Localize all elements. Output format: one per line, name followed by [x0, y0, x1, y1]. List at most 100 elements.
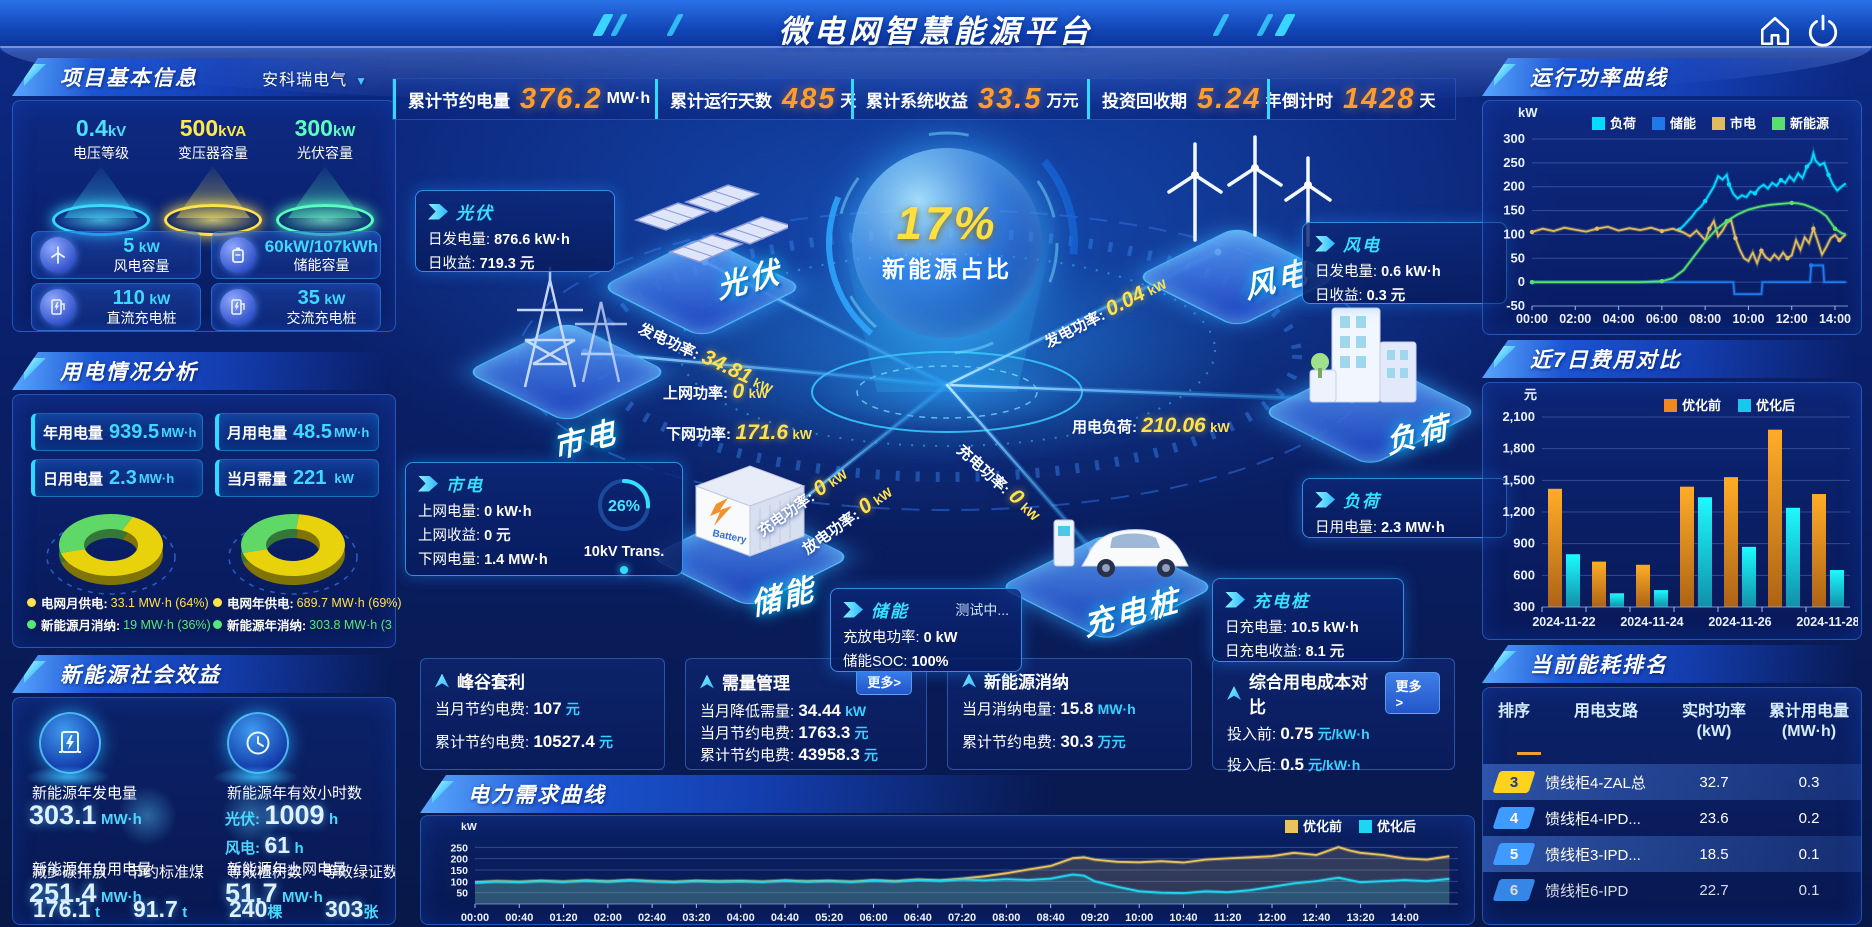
- demand-curve-chart[interactable]: 50 100 150 200 250 00:00 00:40 01:20 02:00 02:40 0…: [425, 816, 1470, 927]
- svg-text:05:20: 05:20: [815, 912, 843, 924]
- podium-ring: [164, 204, 262, 236]
- panel-usage-body: 年用电量 939.5 MW·h 月用电量 48.5 MW·h 日用电量 2.3 MW·…: [12, 394, 402, 648]
- panel-usage-header: 用电情况分析: [12, 352, 390, 390]
- svg-text:元: 元: [1524, 387, 1537, 402]
- panel-benefits-body: 新能源年发电量 303.1 MW·h 新能源年有效小时数 光伏: 1009 h …: [12, 697, 396, 925]
- panel-project-body: 0.4kV 电压等级 500kVA 变压器容量 300kW 光伏容量 5 kW …: [12, 100, 396, 332]
- svg-text:03:20: 03:20: [682, 912, 710, 924]
- panel-7day-cost-body: 300 600 900 1,200 1,500 1,800 2,100 元 2024-11-22…: [1482, 382, 1862, 640]
- cost-7day-chart[interactable]: 300 600 900 1,200 1,500 1,800 2,100 元 2024-11-22…: [1486, 385, 1859, 642]
- panel-run-power: 运行功率曲线 -50 0 50 100 150 200 250 300 00:00 02:00 04…: [1482, 58, 1862, 335]
- capacity-card-dc-charger: 110 kW 直流充电桩: [31, 283, 201, 331]
- panel-usage-analysis: 用电情况分析 年用电量 939.5 MW·h 月用电量 48.5 MW·h 日用电量…: [12, 352, 402, 648]
- svg-text:2024-11-26: 2024-11-26: [1708, 615, 1771, 629]
- svg-text:2,100: 2,100: [1502, 409, 1535, 424]
- chevron-right-icon: [843, 601, 863, 618]
- grid-info-card: 市电 上网电量: 0 kW·h 上网收益: 0 元 下网电量: 1.4 MW·h…: [405, 462, 683, 576]
- svg-text:2024-11-22: 2024-11-22: [1532, 615, 1595, 629]
- panel-new-energy-benefits: 新能源社会效益 新能源年发电量 303.1 MW·h 新能源年有效小时数 光伏:…: [12, 655, 396, 925]
- svg-text:14:00: 14:00: [1391, 912, 1419, 924]
- battery-icon: [220, 237, 256, 273]
- company-select[interactable]: 安科瑞电气 ▼: [262, 72, 368, 89]
- power-button[interactable]: [1806, 14, 1840, 48]
- generation-icon: [39, 712, 101, 774]
- chevron-down-icon: ▼: [355, 74, 368, 88]
- storage-info-card: 储能 测试中... 充放电功率: 0 kW 储能SOC: 100%: [830, 588, 1022, 672]
- svg-text:1,200: 1,200: [1502, 504, 1535, 519]
- svg-text:12:00: 12:00: [1776, 312, 1808, 326]
- podium-pv-capacity: 300kW 光伏容量: [270, 115, 380, 236]
- table-row[interactable]: 3 馈线柜4-ZAL总 32.7 0.3: [1483, 764, 1861, 800]
- kpi-saved-energy: 累计节约电量 376.2 MW·h: [393, 79, 655, 119]
- svg-text:600: 600: [1513, 567, 1535, 582]
- svg-text:100: 100: [1503, 226, 1525, 241]
- flow-wind-gen: 发电功率: 0.04 kW: [1042, 276, 1170, 352]
- svg-text:01:20: 01:20: [549, 912, 577, 924]
- donut-year-chart: [213, 499, 373, 599]
- svg-text:02:00: 02:00: [594, 912, 622, 924]
- stat-month-demand: 当月需量 221 kW: [215, 459, 379, 497]
- panel-7day-cost: 近7日费用对比 300 600 900 1,200 1,500 1,800 2,100 元 20…: [1482, 340, 1862, 640]
- home-button[interactable]: [1758, 14, 1792, 48]
- svg-text:300: 300: [1513, 599, 1535, 614]
- panel-run-power-body: -50 0 50 100 150 200 250 300 00:00 02:00 04:00 06:0…: [1482, 100, 1862, 335]
- svg-text:储能: 储能: [1669, 116, 1696, 131]
- panel-project-header: 项目基本信息 安科瑞电气 ▼: [12, 58, 390, 96]
- svg-text:04:40: 04:40: [771, 912, 799, 924]
- svg-text:06:00: 06:00: [859, 912, 887, 924]
- svg-text:300: 300: [1503, 131, 1525, 146]
- podium-cone: [288, 166, 362, 218]
- svg-text:150: 150: [450, 865, 468, 877]
- legend-grid-month: 电网月供电: 33.1 MW·h (64%): [27, 593, 209, 612]
- wind-info-card: 风电 日发电量: 0.6 kW·h 日收益: 0.3 元: [1302, 222, 1507, 304]
- new-energy-percent-label: 新能源占比: [882, 256, 1012, 282]
- svg-text:02:40: 02:40: [638, 912, 666, 924]
- more-button[interactable]: 更多>: [856, 668, 912, 695]
- svg-text:13:20: 13:20: [1347, 912, 1375, 924]
- legend-grid-year: 电网年供电: 689.7 MW·h (69%): [213, 593, 402, 612]
- chevron-right-icon: [428, 203, 448, 220]
- card-newenergy-consumption: 新能源消纳 当月消纳电量: 15.8 MW·h 累计节约电费: 30.3 万元: [947, 658, 1192, 770]
- flow-load: 用电负荷: 210.06 kW: [1072, 414, 1230, 437]
- ev-charger-icon: [1053, 519, 1189, 577]
- flow-grid-up: 上网功率: 0 kW: [663, 380, 769, 403]
- transmission-tower-icon: [517, 267, 627, 388]
- table-row[interactable]: 6 馈线柜6-IPD 22.7 0.1: [1483, 872, 1861, 908]
- svg-text:09:20: 09:20: [1081, 912, 1109, 924]
- podium-cone: [64, 166, 138, 218]
- page-title: 微电网智慧能源平台: [778, 14, 1094, 49]
- top-kpi-bar: 累计节约电量 376.2 MW·h 累计运行天数 485 天 累计系统收益 33…: [392, 78, 1456, 120]
- transformer-gauge-ring: 26%: [598, 479, 650, 531]
- panel-ranking-body: 排序 用电支路 实时功率 (kW) 累计用电量 (MW·h) 3 馈线柜4-ZAL总…: [1482, 687, 1862, 925]
- capacity-card-wind: 5 kW 风电容量: [31, 231, 201, 279]
- panel-7day-cost-header: 近7日费用对比: [1482, 340, 1856, 378]
- run-power-chart[interactable]: -50 0 50 100 150 200 250 300 00:00 02:00 04:00 06:0…: [1486, 103, 1858, 337]
- card-glyph-icon: [962, 673, 976, 688]
- wind-turbine-icon: [40, 237, 76, 273]
- table-row[interactable]: 5 馈线柜3-IPD... 18.5 0.1: [1483, 836, 1861, 872]
- svg-text:08:00: 08:00: [992, 912, 1020, 924]
- gauge-dot: [620, 566, 628, 574]
- svg-text:08:00: 08:00: [1689, 312, 1721, 326]
- svg-text:200: 200: [450, 854, 468, 866]
- table-row[interactable]: 4 馈线柜4-IPD... 23.6 0.2: [1483, 800, 1861, 836]
- more-button[interactable]: 更多>: [1384, 672, 1440, 714]
- svg-text:优化后: 优化后: [1756, 398, 1795, 413]
- storage-status: 测试中...: [955, 601, 1009, 618]
- flow-grid-down: 下网功率: 171.6 kW: [666, 421, 812, 444]
- svg-text:0: 0: [1518, 274, 1525, 289]
- panel-benefits-header: 新能源社会效益: [12, 655, 390, 693]
- legend-newenergy-year: 新能源年消纳: 303.8 MW·h (31%): [213, 615, 393, 634]
- stat-month-usage: 月用电量 48.5 MW·h: [215, 413, 379, 451]
- dc-charger-icon: [40, 289, 76, 325]
- kpi-countdown: 倒计时 1428 天: [1267, 79, 1455, 119]
- svg-text:2024-11-28: 2024-11-28: [1796, 615, 1858, 629]
- card-demand-management: 需量管理 更多> 当月降低需量: 34.44 kW 当月节约电费: 1763.3…: [685, 658, 927, 770]
- svg-text:06:00: 06:00: [1646, 312, 1678, 326]
- svg-text:11:20: 11:20: [1214, 912, 1242, 924]
- new-energy-share-sphere: 17% 新能源占比: [852, 148, 1042, 338]
- kpi-run-days: 累计运行天数 485 天: [655, 79, 856, 119]
- card-cost-comparison: 综合用电成本对比 更多> 投入前: 0.75 元/kW·h 投入后: 0.5 元…: [1212, 658, 1455, 774]
- svg-text:00:40: 00:40: [505, 912, 533, 924]
- svg-text:50: 50: [456, 888, 468, 900]
